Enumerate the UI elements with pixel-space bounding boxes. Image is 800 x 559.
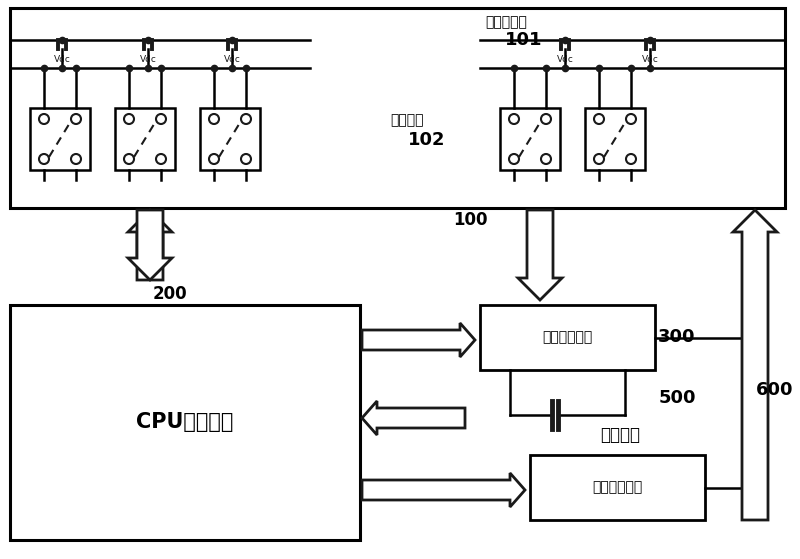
Polygon shape (362, 323, 475, 357)
Text: 100: 100 (453, 211, 487, 229)
Text: Vdc: Vdc (139, 54, 157, 64)
Bar (585, 108, 645, 170)
Polygon shape (733, 210, 777, 520)
Text: 500: 500 (658, 389, 696, 407)
Text: 300: 300 (658, 329, 696, 347)
Bar (530, 455, 705, 520)
Polygon shape (518, 210, 562, 300)
Polygon shape (362, 401, 465, 435)
Text: 均衡放电模块: 均衡放电模块 (542, 330, 593, 344)
Bar (10, 305, 360, 540)
Bar (115, 108, 175, 170)
Polygon shape (362, 473, 525, 507)
Text: 102: 102 (408, 131, 446, 149)
Text: Vdc: Vdc (557, 54, 574, 64)
Bar (480, 305, 655, 370)
Polygon shape (128, 210, 172, 280)
Text: 超级电容: 超级电容 (600, 426, 640, 444)
Text: 继电器组: 继电器组 (390, 113, 423, 127)
Bar (30, 108, 90, 170)
Text: 动力电池组: 动力电池组 (485, 15, 527, 29)
Text: 200: 200 (153, 285, 187, 303)
Text: 101: 101 (505, 31, 542, 49)
Text: Vdc: Vdc (54, 54, 70, 64)
Bar (200, 108, 260, 170)
Text: Vdc: Vdc (223, 54, 241, 64)
Text: 均衡充电模块: 均衡充电模块 (592, 481, 642, 495)
Bar (10, 8, 785, 208)
Text: 600: 600 (756, 381, 794, 399)
Text: CPU控制单元: CPU控制单元 (136, 413, 234, 433)
Polygon shape (128, 210, 172, 280)
Bar (500, 108, 560, 170)
Text: Vdc: Vdc (642, 54, 658, 64)
